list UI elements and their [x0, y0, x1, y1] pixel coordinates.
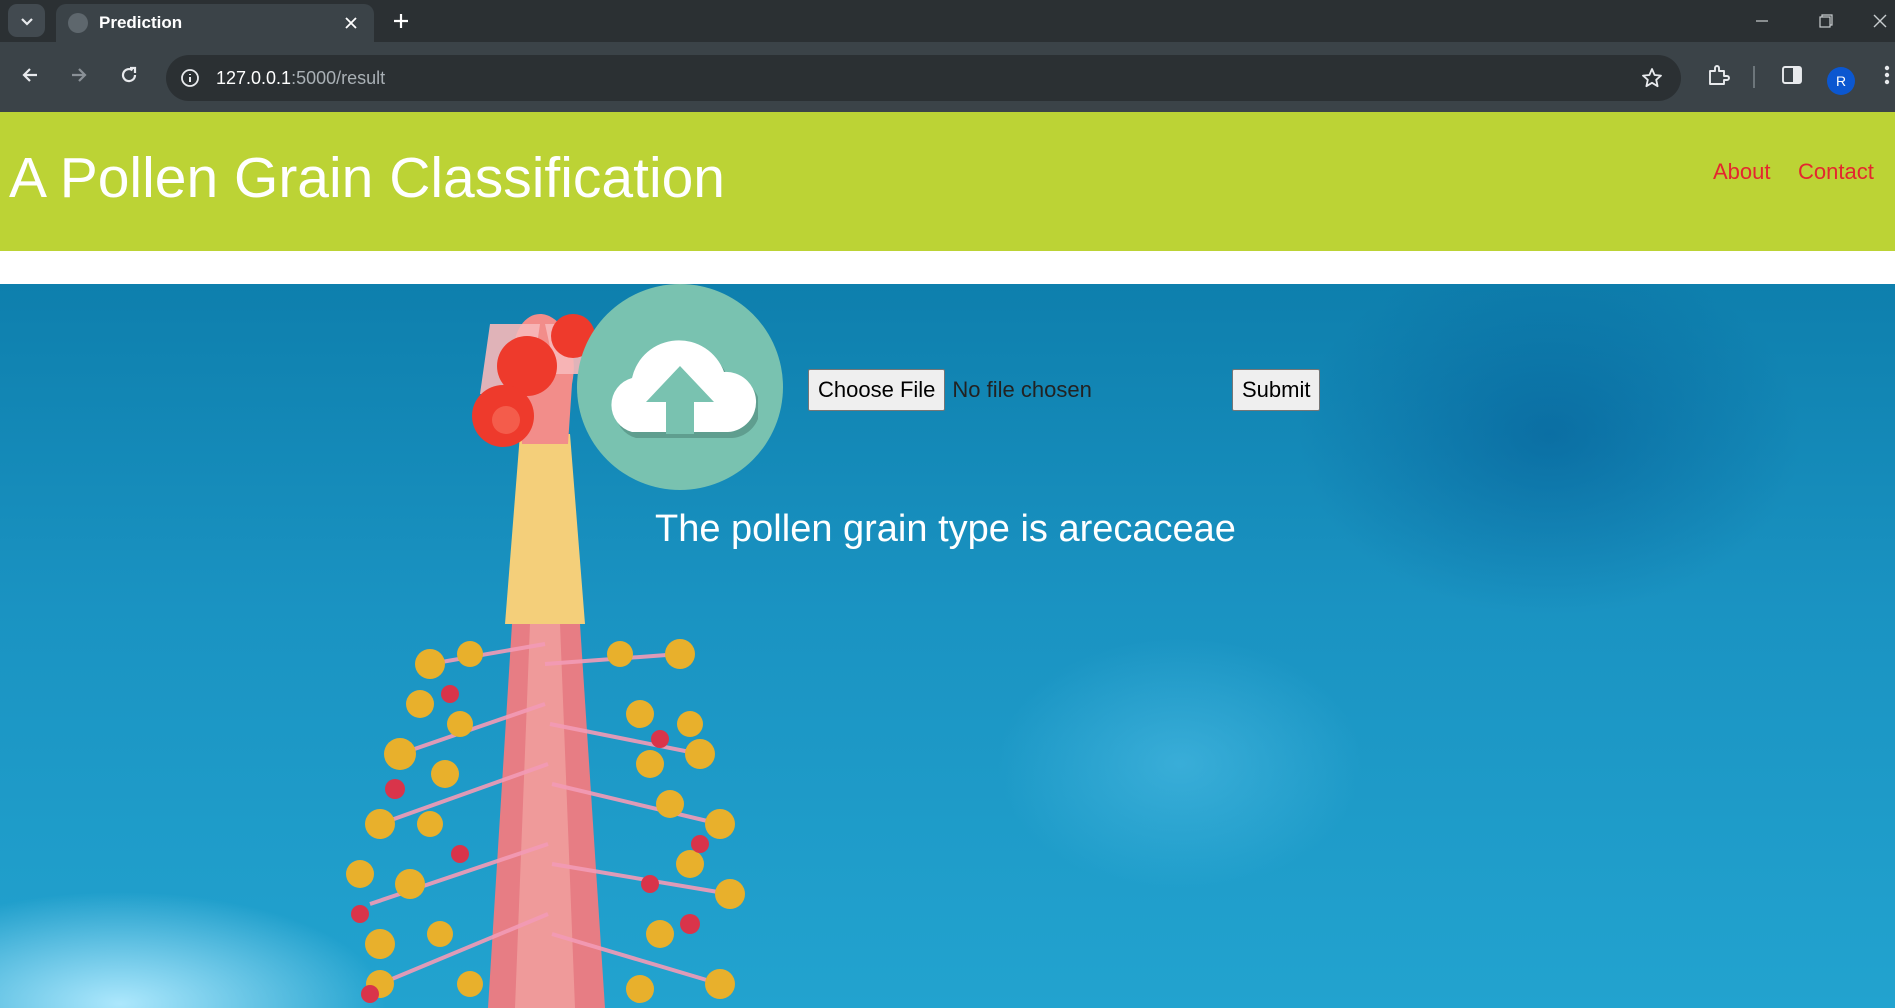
url-text[interactable]: 127.0.0.1:5000/result: [216, 68, 385, 89]
window-close-button[interactable]: [1865, 6, 1895, 36]
address-bar[interactable]: 127.0.0.1:5000/result: [166, 55, 1681, 101]
plus-icon: [394, 14, 408, 28]
hero-background: [0, 284, 1895, 1008]
side-panel-button[interactable]: [1776, 59, 1808, 91]
prediction-result: The pollen grain type is arecaceae: [655, 508, 1236, 550]
toolbar-divider: [1753, 66, 1755, 88]
star-icon: [1642, 68, 1662, 88]
new-tab-button[interactable]: [388, 8, 414, 34]
tab-close-button[interactable]: [340, 12, 362, 34]
reload-button[interactable]: [111, 57, 147, 93]
close-icon: [345, 17, 357, 29]
restore-button[interactable]: [1806, 6, 1846, 36]
back-button[interactable]: [12, 57, 48, 93]
more-menu-button[interactable]: [1878, 59, 1895, 91]
tab-search-icon: [20, 17, 33, 26]
extensions-button[interactable]: [1702, 59, 1734, 91]
upload-circle[interactable]: [577, 284, 783, 490]
hibiscus-flower-image: [346, 314, 745, 1008]
window-close-icon: [1873, 14, 1887, 28]
forward-icon: [72, 68, 87, 82]
profile-avatar[interactable]: R: [1827, 67, 1855, 95]
favicon-icon: [68, 13, 88, 33]
file-input[interactable]: Choose File No file chosen: [808, 369, 1092, 411]
site-header: A Pollen Grain Classification About Cont…: [0, 112, 1895, 251]
info-icon: [181, 69, 199, 87]
browser-tab[interactable]: Prediction: [56, 4, 374, 42]
browser-tabstrip: Prediction: [0, 0, 1895, 42]
more-icon: [1884, 65, 1889, 85]
submit-button[interactable]: Submit: [1232, 369, 1321, 411]
tab-search-button[interactable]: [8, 4, 45, 37]
restore-icon: [1819, 14, 1833, 28]
nav-contact-link[interactable]: Contact: [1798, 159, 1874, 184]
reload-icon: [121, 66, 137, 83]
side-panel-icon: [1782, 66, 1802, 84]
bookmark-button[interactable]: [1639, 65, 1665, 91]
back-icon: [22, 68, 37, 82]
url-host: 127.0.0.1: [216, 68, 292, 88]
minimize-icon: [1756, 20, 1768, 22]
file-status-text: No file chosen: [952, 377, 1092, 402]
browser-toolbar: 127.0.0.1:5000/result: [0, 42, 1895, 112]
nav-about-link[interactable]: About: [1713, 159, 1771, 184]
minimize-button[interactable]: [1742, 6, 1782, 36]
choose-file-button[interactable]: Choose File: [808, 369, 946, 411]
site-title: A Pollen Grain Classification: [9, 146, 726, 210]
extensions-icon: [1709, 65, 1730, 85]
cloud-upload-icon: [611, 340, 758, 438]
site-info-button[interactable]: [177, 65, 203, 91]
forward-button[interactable]: [61, 57, 97, 93]
url-path: :5000/result: [291, 68, 386, 88]
header-spacer: [0, 251, 1895, 284]
tab-title: Prediction: [99, 13, 183, 32]
